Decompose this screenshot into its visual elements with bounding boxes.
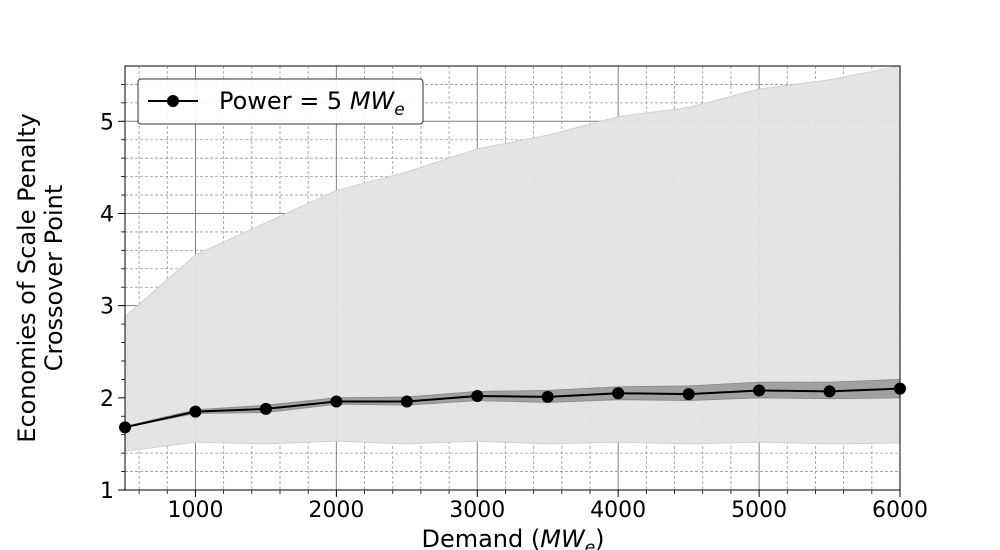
legend-label-subscript: e (394, 100, 404, 120)
x-tick-label: 3000 (449, 498, 505, 523)
x-axis-title-subscript: e (585, 538, 595, 550)
y-tick-label: 2 (100, 387, 114, 412)
data-point (823, 385, 836, 398)
legend: Power = 5 MWe (137, 78, 424, 125)
y-axis-title-line-1: Economies of Scale Penalty (13, 113, 41, 442)
x-tick-label: 2000 (308, 498, 364, 523)
legend-box (137, 78, 424, 125)
axis-ticks: 1000 2000 3000 4000 5000 6000 1 2 3 4 5 (100, 84, 928, 523)
data-point (471, 389, 484, 402)
x-axis-title-close: ) (595, 525, 604, 550)
plot-frame (124, 65, 901, 491)
y-tick-label: 1 (100, 479, 114, 504)
x-tick-label: 5000 (731, 498, 787, 523)
y-tick-label: 3 (100, 295, 114, 320)
legend-label-text: Power = 5 (219, 87, 350, 115)
data-point (189, 405, 202, 418)
legend-marker-swatch (167, 95, 179, 107)
data-point (753, 384, 766, 397)
data-point (330, 395, 343, 408)
data-point (259, 402, 272, 415)
data-series (119, 382, 906, 434)
y-tick-label: 5 (100, 110, 114, 135)
x-axis-title-unit: MW (540, 525, 586, 550)
x-tick-label: 6000 (872, 498, 928, 523)
legend-label: Power = 5 MWe (219, 87, 405, 120)
legend-label-unit: MW (350, 87, 396, 115)
data-point (400, 395, 413, 408)
x-tick-label: 1000 (167, 498, 223, 523)
series-line (124, 387, 901, 429)
y-tick-label: 4 (100, 202, 114, 227)
data-point (612, 387, 625, 400)
y-axis-title-line-2: Crossover Point (40, 185, 68, 372)
x-axis-title: Demand (MWe) (421, 525, 604, 550)
data-point (682, 388, 695, 401)
data-point (541, 390, 554, 403)
x-axis-title-text: Demand ( (421, 525, 540, 550)
x-tick-label: 4000 (590, 498, 646, 523)
